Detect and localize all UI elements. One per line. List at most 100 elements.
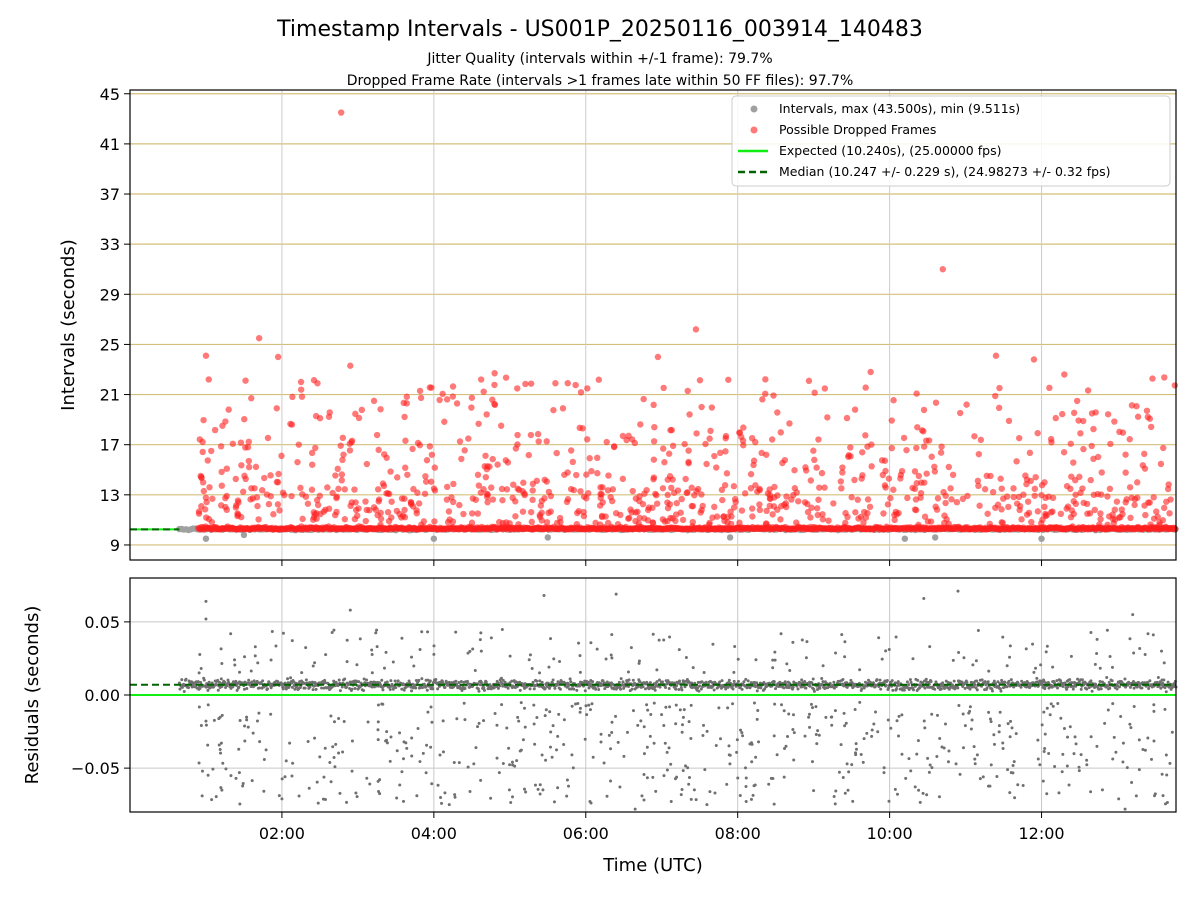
residual-point-1958 (870, 734, 874, 738)
dropped-point-1876 (468, 404, 475, 411)
residual-point-389 (414, 686, 418, 690)
residual-point-1778 (391, 660, 395, 664)
residual-point-399 (420, 677, 424, 681)
residual-point-2255 (532, 703, 536, 707)
residual-point-2336 (610, 720, 614, 724)
residual-point-627 (558, 687, 562, 691)
dropped-point-1289 (421, 490, 429, 497)
residual-point-1668 (1121, 760, 1125, 764)
residual-point-352 (391, 687, 395, 691)
dropped-point-1398 (1141, 450, 1148, 458)
residual-point-2266 (646, 708, 650, 712)
residual-point-1848 (677, 648, 681, 652)
dropped-point-1156 (838, 485, 845, 492)
dropped-point-1221 (414, 439, 422, 447)
dropped-point-1602 (1068, 473, 1075, 480)
bottom-y-tick-label-2: −0.05 (71, 759, 120, 778)
residual-point-2031 (854, 742, 858, 746)
residual-point-1918 (782, 775, 786, 779)
residual-point-2236 (269, 658, 273, 662)
dropped-point-1941 (278, 452, 285, 460)
residual-point-114 (247, 678, 251, 682)
residual-point-1748 (840, 633, 844, 637)
residual-point-2125 (432, 652, 436, 656)
residual-point-1670 (602, 761, 606, 765)
residual-point-1682 (489, 636, 493, 640)
residual-point-2171 (570, 753, 574, 757)
residual-point-1677 (453, 793, 457, 797)
residual-point-1661 (1117, 797, 1121, 801)
residual-point-2001 (775, 753, 779, 757)
dropped-point-1452 (699, 502, 706, 510)
residual-point-2162 (744, 776, 748, 780)
dropped-point-1478 (641, 490, 648, 497)
residual-point-1983 (610, 633, 614, 637)
residual-point-2216 (412, 664, 416, 668)
residual-point-2181 (1001, 741, 1005, 745)
dropped-point-1524 (632, 495, 640, 502)
residual-point-1620 (1162, 678, 1166, 682)
interval-outlier-4 (726, 534, 734, 541)
residual-point-2123 (518, 749, 522, 753)
residual-point-1907 (844, 721, 848, 725)
residual-point-2117 (652, 701, 656, 705)
residual-notable-11 (1123, 807, 1127, 811)
dropped-point-1808 (749, 505, 756, 512)
residual-point-1892 (549, 730, 553, 734)
dropped-point-1855 (781, 456, 789, 464)
residual-point-2306 (197, 671, 201, 675)
dropped-point-1812 (904, 494, 911, 502)
residual-point-2298 (538, 792, 542, 796)
residual-point-1804 (1073, 735, 1077, 739)
residual-point-2009 (395, 749, 399, 753)
dropped-point-1614 (398, 514, 405, 521)
residual-point-2230 (1137, 768, 1141, 772)
dropped-point-1197 (288, 421, 296, 428)
residual-point-1693 (585, 713, 589, 717)
residual-point-2167 (937, 795, 941, 799)
dropped-point-1735 (748, 434, 756, 442)
residual-point-1955 (1053, 764, 1057, 768)
residual-point-1783 (245, 715, 249, 719)
residual-point-1897 (913, 785, 917, 789)
residual-point-1980 (274, 644, 278, 648)
residual-point-2232 (1168, 761, 1172, 765)
residual-point-2210 (519, 701, 523, 705)
residual-point-936 (746, 679, 750, 683)
dropped-point-1364 (580, 493, 588, 500)
residual-point-2028 (418, 760, 422, 764)
chart-title: Timestamp Intervals - US001P_20250116_00… (276, 17, 923, 42)
dropped-point-1430 (860, 519, 867, 526)
dropped-point-1955 (920, 428, 927, 435)
residual-point-1739 (792, 731, 796, 735)
residual-point-2327 (610, 731, 614, 735)
residual-point-1967 (253, 645, 257, 649)
residual-point-2240 (954, 762, 958, 766)
dropped-point-1620 (265, 500, 273, 508)
residual-point-2267 (660, 713, 664, 717)
top-y-tick-label-0: 9 (110, 536, 120, 555)
residual-point-342 (385, 680, 389, 684)
dropped-point-1458 (514, 385, 521, 392)
dropped-point-1841 (401, 495, 408, 502)
residual-point-171 (281, 687, 285, 691)
residual-point-455 (454, 679, 458, 683)
residual-point-1937 (975, 753, 979, 757)
residual-point-1624 (1164, 690, 1168, 694)
dropped-point-1834 (1022, 472, 1029, 479)
dropped-point-1506 (341, 486, 348, 493)
dropped-point-1652 (1111, 418, 1118, 425)
dropped-point-1454 (1094, 490, 1101, 498)
dropped-point-1415 (294, 458, 301, 466)
dropped-point-1761 (298, 393, 306, 400)
dropped-point-1676 (205, 376, 212, 383)
dropped-point-1895 (599, 499, 606, 506)
residual-point-1818 (1128, 637, 1132, 641)
residual-point-289 (353, 687, 357, 691)
dropped-point-1710 (664, 491, 671, 499)
residual-point-1662 (674, 703, 678, 707)
dropped-point-1699 (1023, 511, 1031, 518)
dropped-point-1595 (456, 501, 463, 509)
dropped-point-1920 (249, 495, 257, 502)
dropped-point-1393 (375, 498, 382, 505)
